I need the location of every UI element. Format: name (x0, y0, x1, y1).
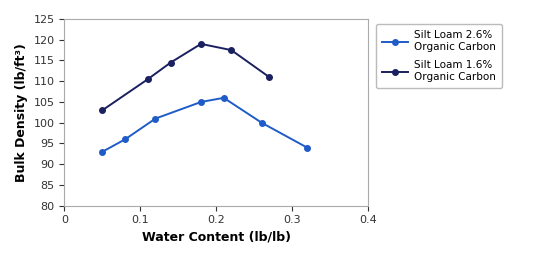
Silt Loam 1.6%
Organic Carbon (144, 78, 151, 81)
Legend: Silt Loam 2.6%
Organic Carbon, Silt Loam 1.6%
Organic Carbon: Silt Loam 2.6% Organic Carbon, Silt Loam… (376, 24, 502, 88)
Silt Loam 1.6%
Organic Carbon (228, 49, 235, 52)
Silt Loam 2.6%
Organic Carbon (122, 138, 128, 141)
Silt Loam 2.6%
Organic Carbon (259, 121, 265, 124)
Silt Loam 1.6%
Organic Carbon (197, 42, 204, 45)
Line: Silt Loam 1.6%
Organic Carbon: Silt Loam 1.6% Organic Carbon (100, 41, 272, 113)
Line: Silt Loam 2.6%
Organic Carbon: Silt Loam 2.6% Organic Carbon (100, 95, 310, 155)
Silt Loam 2.6%
Organic Carbon (152, 117, 159, 120)
Silt Loam 2.6%
Organic Carbon (99, 150, 105, 153)
Silt Loam 2.6%
Organic Carbon (304, 146, 311, 149)
Silt Loam 1.6%
Organic Carbon (167, 61, 174, 64)
Y-axis label: Bulk Density (lb/ft³): Bulk Density (lb/ft³) (15, 43, 28, 182)
Silt Loam 1.6%
Organic Carbon (99, 109, 105, 112)
Silt Loam 1.6%
Organic Carbon (266, 76, 273, 79)
X-axis label: Water Content (lb/lb): Water Content (lb/lb) (142, 231, 291, 244)
Silt Loam 2.6%
Organic Carbon (197, 100, 204, 104)
Silt Loam 2.6%
Organic Carbon (221, 96, 227, 99)
